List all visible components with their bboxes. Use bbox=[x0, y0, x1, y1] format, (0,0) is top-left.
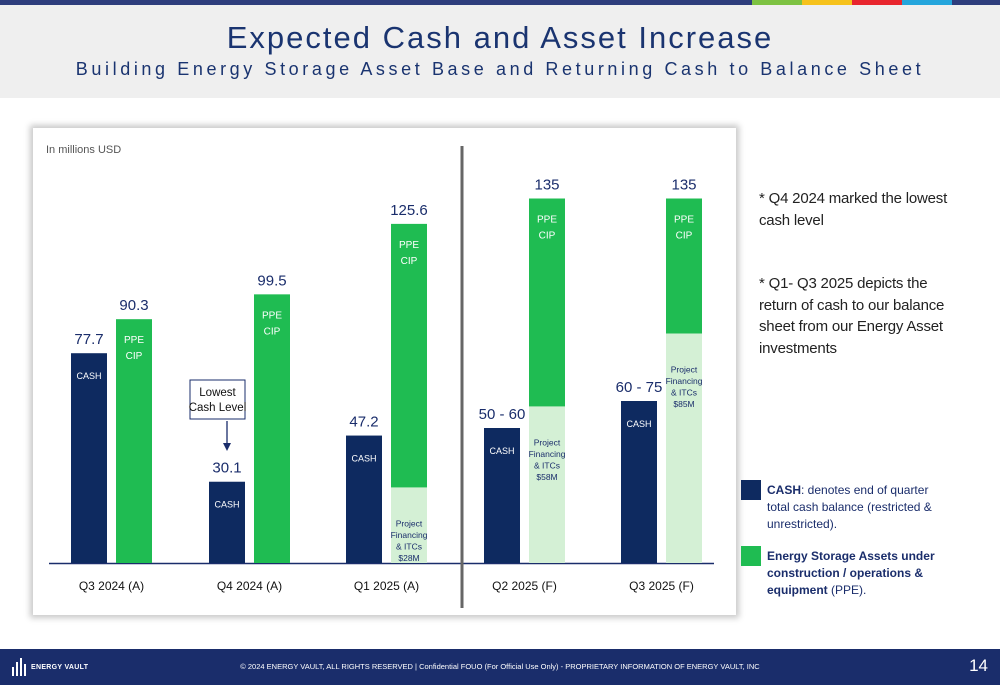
cash-bar bbox=[71, 353, 107, 563]
cash-bar-label: CASH bbox=[214, 500, 239, 510]
cash-bar-label: CASH bbox=[626, 419, 651, 429]
project-financing-label: Financing bbox=[666, 376, 703, 386]
copyright-text: © 2024 ENERGY VAULT, ALL RIGHTS RESERVED… bbox=[240, 662, 760, 671]
accent-segment-yellow bbox=[802, 0, 852, 5]
cash-bar bbox=[209, 481, 245, 563]
page-title: Expected Cash and Asset Increase bbox=[226, 20, 774, 55]
ppe-bar-label: PPE bbox=[674, 215, 694, 226]
project-financing-label: Project bbox=[671, 365, 698, 375]
project-financing-label: $58M bbox=[536, 472, 557, 482]
project-financing-label: Financing bbox=[391, 530, 428, 540]
note-return-of-cash: * Q1- Q3 2025 depicts the return of cash… bbox=[759, 275, 945, 357]
project-financing-label: Project bbox=[396, 518, 423, 528]
legend-cash-term: CASH bbox=[767, 483, 802, 497]
ppe-bar bbox=[254, 294, 290, 563]
page-subtitle: Building Energy Storage Asset Base and R… bbox=[75, 59, 925, 79]
logo-text: ENERGY VAULT bbox=[31, 663, 89, 671]
ppe-bar-label: CIP bbox=[401, 256, 418, 267]
cash-bar bbox=[346, 435, 382, 563]
units-label: In millions USD bbox=[46, 144, 122, 156]
cash-bar-label: CASH bbox=[489, 446, 514, 456]
page-number: 14 bbox=[969, 656, 988, 675]
cash-value-label: 50 - 60 bbox=[479, 406, 526, 423]
cash-value-label: 77.7 bbox=[74, 331, 103, 348]
header-band bbox=[0, 5, 1000, 98]
x-tick-label: Q1 2025 (A) bbox=[354, 579, 419, 593]
cash-value-label: 30.1 bbox=[212, 460, 241, 477]
ppe-bar-label: PPE bbox=[537, 215, 557, 226]
accent-segment-green bbox=[752, 0, 802, 5]
ppe-value-label: 135 bbox=[671, 177, 696, 194]
project-financing-segment bbox=[529, 406, 565, 563]
ppe-bar-label: PPE bbox=[124, 335, 144, 346]
accent-segment-red bbox=[852, 0, 902, 5]
ppe-value-label: 99.5 bbox=[257, 272, 286, 289]
top-accent-line bbox=[0, 0, 1000, 5]
cash-bar-label: CASH bbox=[76, 371, 101, 381]
accent-segment-blue bbox=[902, 0, 952, 5]
energy-vault-logo: ENERGY VAULT bbox=[12, 657, 88, 677]
legend-cash: CASH: denotes end of quarter total cash … bbox=[767, 482, 952, 533]
annotation-arrow-icon bbox=[223, 443, 231, 451]
ppe-value-label: 125.6 bbox=[390, 202, 428, 219]
cash-bar bbox=[621, 401, 657, 563]
cash-bar-label: CASH bbox=[351, 454, 376, 464]
project-financing-label: & ITCs bbox=[671, 388, 697, 398]
project-financing-segment bbox=[666, 333, 702, 563]
ppe-value-label: 135 bbox=[534, 177, 559, 194]
legend-ppe: Energy Storage Assets under construction… bbox=[767, 548, 952, 599]
ppe-bar-label: CIP bbox=[539, 231, 556, 242]
project-financing-label: $28M bbox=[398, 553, 419, 563]
legend-ppe-desc: (PPE). bbox=[827, 583, 867, 597]
legend-ppe-term: Energy Storage Assets under construction… bbox=[767, 549, 935, 597]
ppe-bar-label: CIP bbox=[676, 231, 693, 242]
footer-bar bbox=[0, 649, 1000, 685]
note-lowest-cash: * Q4 2024 marked the lowest cash level bbox=[759, 190, 948, 229]
legend-cash-desc: : denotes end of quarter total cash bala… bbox=[767, 483, 932, 531]
ppe-bar-label: CIP bbox=[264, 326, 281, 337]
ppe-bar-label: CIP bbox=[126, 351, 143, 362]
ppe-bar-label: PPE bbox=[262, 310, 282, 321]
x-tick-label: Q2 2025 (F) bbox=[492, 579, 557, 593]
project-financing-label: & ITCs bbox=[534, 460, 560, 470]
annotation-box bbox=[189, 379, 246, 420]
project-financing-segment bbox=[391, 487, 427, 563]
legend-swatch-cash bbox=[741, 480, 761, 500]
x-tick-label: Q3 2024 (A) bbox=[79, 579, 144, 593]
x-tick-label: Q3 2025 (F) bbox=[629, 579, 694, 593]
cash-bar bbox=[484, 428, 520, 563]
logo-mark-icon bbox=[12, 658, 28, 676]
project-financing-label: Project bbox=[534, 437, 561, 447]
legend-swatch-ppe bbox=[741, 546, 761, 566]
cash-value-label: 47.2 bbox=[349, 414, 378, 431]
project-financing-label: & ITCs bbox=[396, 541, 422, 551]
annotation-text: Lowest bbox=[199, 387, 236, 399]
ppe-bar bbox=[116, 319, 152, 563]
project-financing-label: $85M bbox=[673, 399, 694, 409]
cash-value-label: 60 - 75 bbox=[616, 379, 663, 396]
ppe-value-label: 90.3 bbox=[119, 297, 148, 314]
ppe-bar-label: PPE bbox=[399, 240, 419, 251]
project-financing-label: Financing bbox=[529, 449, 566, 459]
x-tick-label: Q4 2024 (A) bbox=[217, 579, 282, 593]
annotation-text: Cash Level bbox=[189, 402, 247, 414]
